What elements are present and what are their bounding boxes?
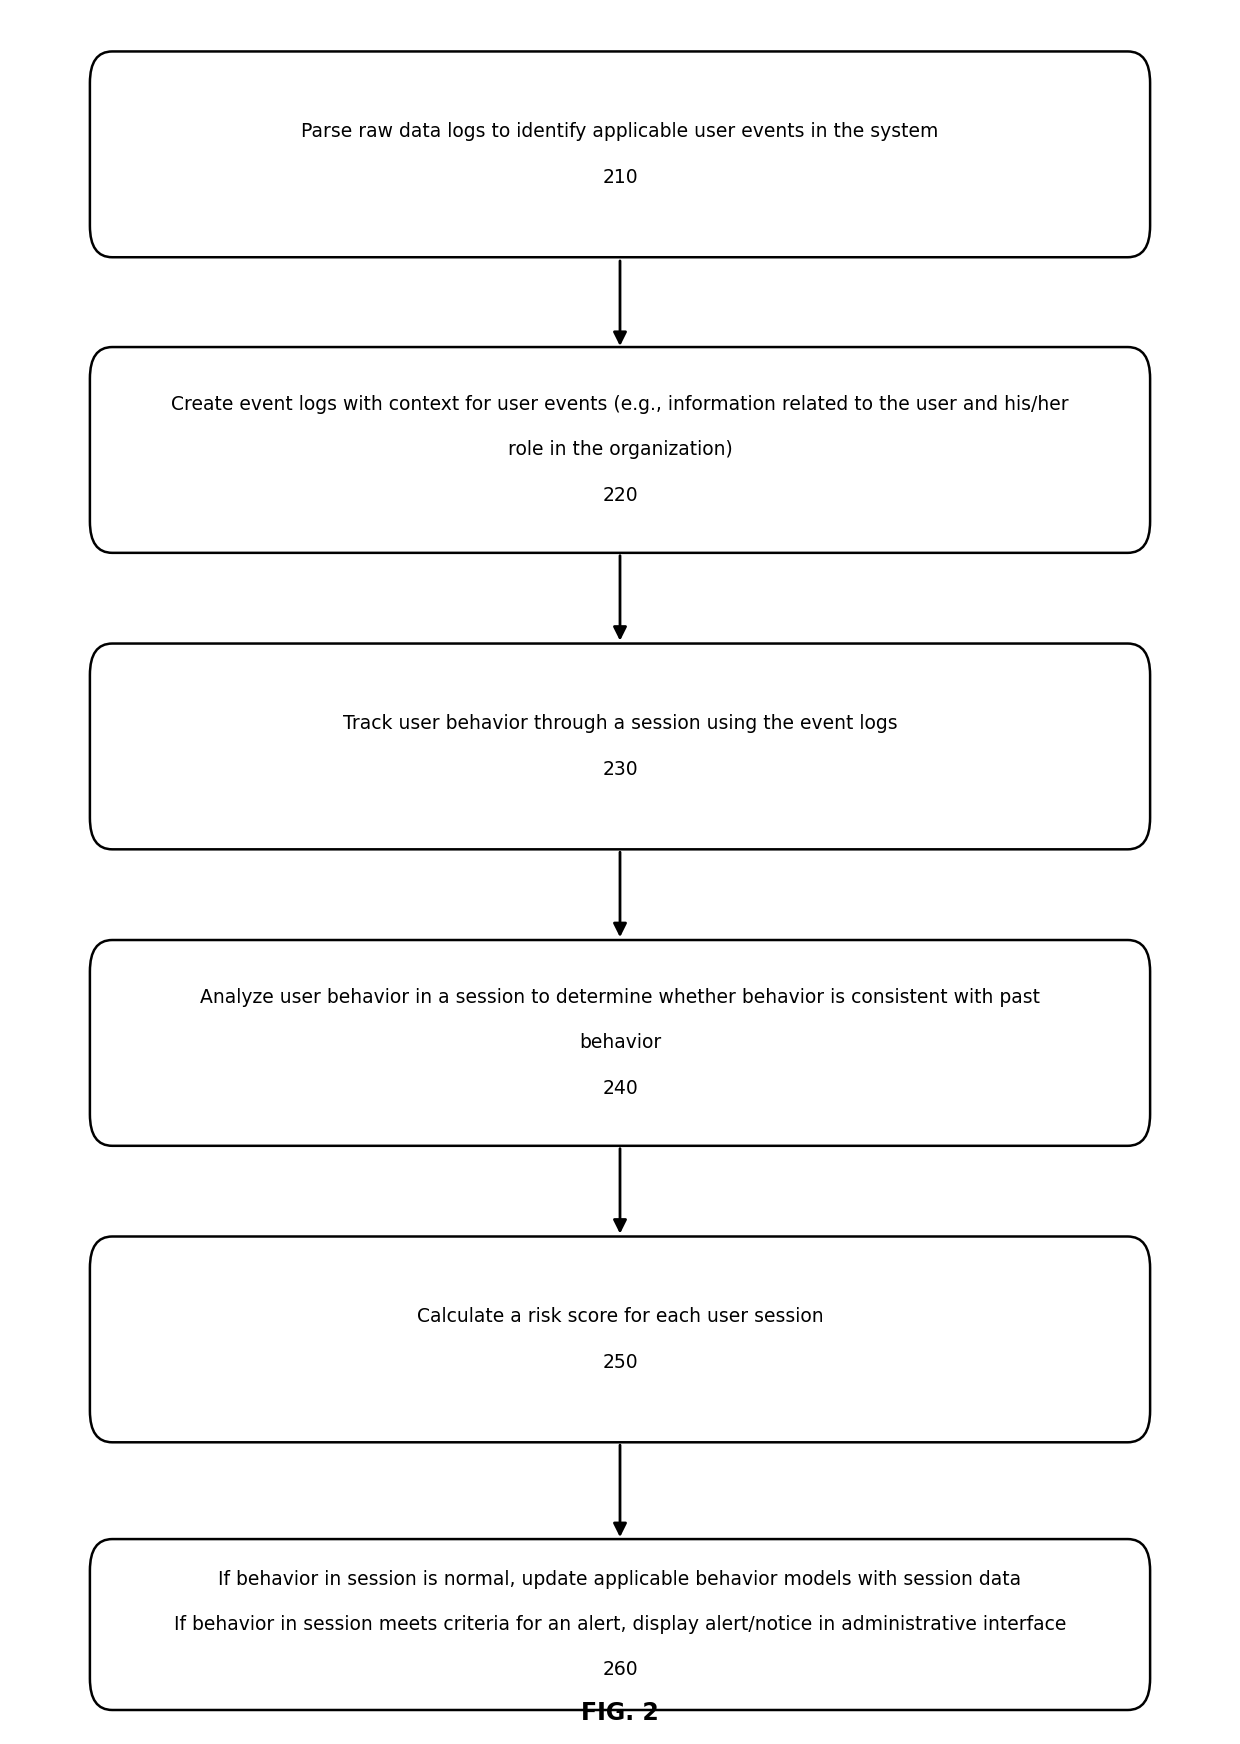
Text: behavior: behavior [579, 1034, 661, 1052]
Text: 260: 260 [603, 1660, 637, 1679]
Text: 210: 210 [603, 167, 637, 187]
Text: 240: 240 [603, 1080, 637, 1097]
Text: Analyze user behavior in a session to determine whether behavior is consistent w: Analyze user behavior in a session to de… [200, 989, 1040, 1006]
Text: 220: 220 [603, 487, 637, 504]
Text: If behavior in session meets criteria for an alert, display alert/notice in admi: If behavior in session meets criteria fo… [174, 1615, 1066, 1634]
FancyBboxPatch shape [91, 644, 1149, 849]
FancyBboxPatch shape [91, 51, 1149, 256]
FancyBboxPatch shape [91, 1236, 1149, 1442]
Text: 230: 230 [603, 760, 637, 778]
Text: If behavior in session is normal, update applicable behavior models with session: If behavior in session is normal, update… [218, 1570, 1022, 1589]
Text: Parse raw data logs to identify applicable user events in the system: Parse raw data logs to identify applicab… [301, 122, 939, 141]
Text: 250: 250 [603, 1353, 637, 1371]
Text: Create event logs with context for user events (e.g., information related to the: Create event logs with context for user … [171, 396, 1069, 413]
Text: Track user behavior through a session using the event logs: Track user behavior through a session us… [342, 715, 898, 732]
Text: Calculate a risk score for each user session: Calculate a risk score for each user ses… [417, 1308, 823, 1325]
FancyBboxPatch shape [91, 940, 1149, 1146]
Text: role in the organization): role in the organization) [507, 441, 733, 459]
Text: FIG. 2: FIG. 2 [582, 1700, 658, 1725]
FancyBboxPatch shape [91, 1538, 1149, 1709]
FancyBboxPatch shape [91, 347, 1149, 553]
